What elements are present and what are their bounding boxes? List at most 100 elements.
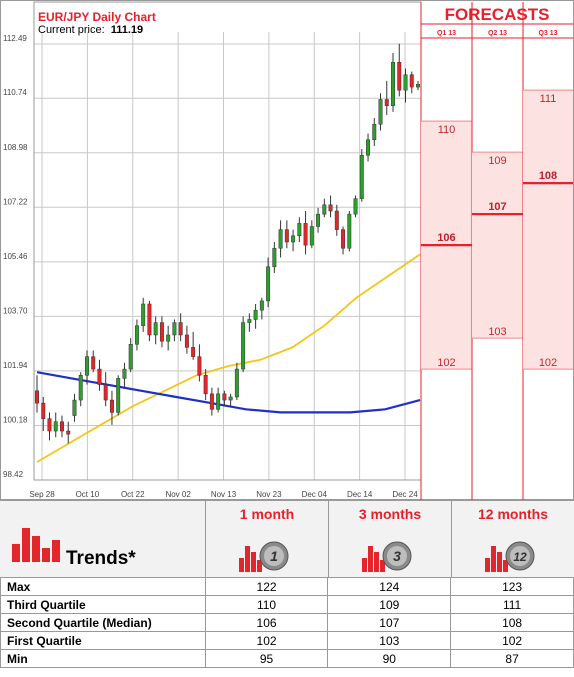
trend-value: 103 [327, 631, 452, 650]
y-tick-label: 101.94 [3, 361, 28, 370]
x-tick-label: Oct 22 [121, 490, 145, 499]
candle-body [297, 223, 302, 237]
candle-body [366, 139, 371, 156]
trend-value: 102 [450, 631, 574, 650]
candle-body [359, 154, 364, 199]
trend-col-label: 3 months [358, 506, 422, 522]
forecast-title-bg [421, 2, 573, 24]
candle-body [353, 198, 358, 215]
x-tick-label: Dec 24 [392, 490, 418, 499]
candle-body [403, 74, 408, 91]
candle-body [259, 300, 264, 311]
period-badge-inner [264, 546, 284, 566]
candle-body [35, 390, 39, 404]
x-tick-label: Sep 28 [29, 490, 55, 499]
candle-body [316, 213, 321, 227]
trend-value: 109 [327, 595, 452, 614]
mini-bar [251, 552, 256, 572]
trend-value: 102 [204, 631, 329, 650]
trend-col-label: 1 month [239, 506, 295, 522]
forecast-q3-label: 110 [438, 124, 456, 136]
mini-bar [491, 546, 496, 572]
period-badge-inner [387, 546, 407, 566]
candle-body [103, 384, 108, 401]
period-badge-inner [510, 546, 530, 566]
candle-body [247, 319, 252, 323]
mini-bar [245, 546, 250, 572]
trend-col-12months: 12 months [451, 501, 574, 578]
candle-body [147, 303, 152, 336]
candle-body [334, 210, 339, 230]
x-tick-label: Nov 13 [211, 490, 237, 499]
candle-body [178, 322, 183, 336]
trend-value: 90 [327, 649, 452, 668]
candle-body [409, 74, 414, 88]
current-price-value: 111.19 [111, 24, 143, 36]
forecast-q3-label: 111 [540, 93, 557, 105]
candle-body [128, 344, 133, 370]
candle-body [184, 334, 189, 348]
current-price: Current price: 111.19 [38, 24, 143, 36]
forecast-q3-label: 109 [488, 155, 506, 167]
candle-body [209, 393, 214, 410]
forecast-period-label: Q1 13 [437, 30, 456, 37]
forecast-median-label: 107 [488, 201, 506, 213]
period-badge-number: 1 [270, 548, 278, 564]
candle-body [166, 334, 171, 342]
trend-row-label: Second Quartile (Median) [0, 613, 206, 632]
trend-value: 95 [204, 649, 329, 668]
trend-value: 110 [204, 595, 329, 614]
candle-body [284, 229, 289, 243]
trends-table: Max 122 124 123 Third Quartile 110 109 111 Secon… [0, 577, 574, 668]
trend-row: Max 122 124 123 [0, 577, 574, 596]
forecast-q1-label: 102 [539, 357, 557, 369]
trend-value: 108 [450, 613, 574, 632]
y-tick-label: 105.46 [3, 252, 28, 261]
x-tick-label: Nov 02 [165, 490, 191, 499]
candle-body [372, 124, 377, 141]
current-price-label: Current price: [38, 24, 105, 36]
trend-value: 106 [204, 613, 329, 632]
trend-value: 107 [327, 613, 452, 632]
y-tick-label: 110.74 [3, 88, 27, 97]
candle-body [122, 368, 127, 379]
forecast-q1-label: 103 [488, 326, 506, 338]
mini-bar [485, 558, 490, 572]
period-badge-number: 3 [393, 548, 401, 564]
candle-body [278, 229, 283, 249]
candle-body [216, 393, 221, 410]
forecast-period-label: Q2 13 [488, 30, 507, 37]
candle-body [241, 322, 246, 370]
trends-header: 1 month 3 months 12 months [0, 500, 574, 578]
trend-row-label: Third Quartile [0, 595, 206, 614]
trend-col-1month: 1 month [205, 501, 328, 578]
candle-body [153, 322, 158, 336]
bar-chart-icon [12, 528, 60, 562]
mini-bar [380, 560, 385, 572]
y-tick-label: 108.98 [3, 143, 28, 152]
candle-body [109, 399, 114, 413]
candle-body [172, 322, 177, 336]
forecast-median-label: 106 [437, 232, 455, 244]
candle-body [66, 430, 71, 435]
candle-body [391, 62, 395, 106]
candle-body [84, 356, 89, 376]
candle-body [266, 266, 271, 302]
candle-body [347, 213, 352, 249]
candle-body [72, 399, 77, 416]
chart-title: EUR/JPY Daily Chart [38, 10, 156, 24]
mini-bar [368, 546, 373, 572]
candle-body [384, 99, 389, 106]
y-tick-label: 98.42 [3, 470, 24, 479]
mini-bar [374, 552, 379, 572]
moving-average-long [36, 253, 421, 463]
trend-row: Min 95 90 87 [0, 649, 574, 668]
candle-body [378, 99, 383, 125]
candle-body [116, 378, 121, 413]
candle-body [134, 325, 139, 345]
candle-body [253, 309, 258, 320]
trend-row-label: First Quartile [0, 631, 206, 650]
candle-body [159, 322, 164, 342]
mini-bar [497, 552, 502, 572]
candle-body [47, 418, 52, 432]
